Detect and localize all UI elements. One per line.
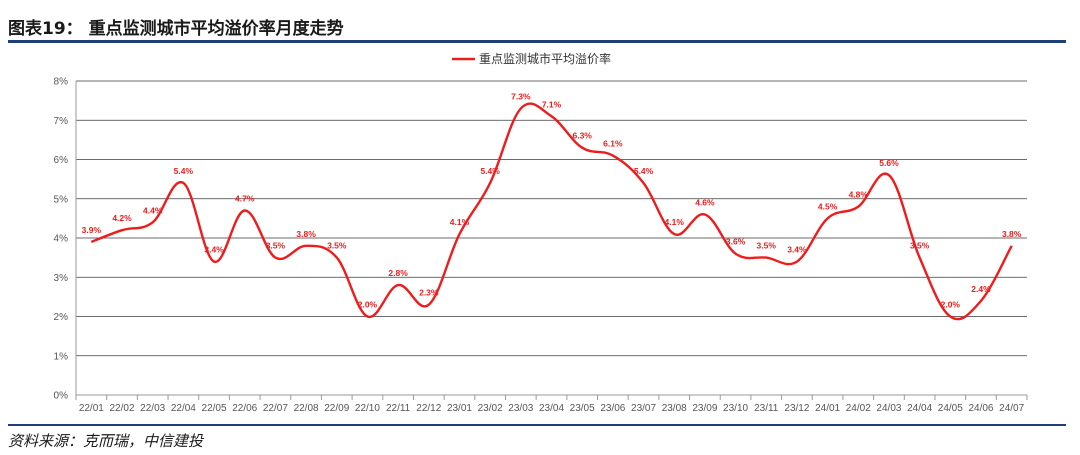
data-label: 3.9% — [82, 225, 102, 235]
y-tick-label: 6% — [54, 155, 69, 166]
data-label: 4.7% — [235, 194, 255, 204]
x-tick-label: 22/12 — [416, 403, 441, 414]
x-tick-label: 23/05 — [570, 403, 595, 414]
data-label: 3.8% — [296, 229, 316, 239]
x-tick-label: 24/03 — [876, 403, 901, 414]
y-tick-label: 5% — [54, 194, 69, 205]
series-layer — [90, 102, 1013, 321]
source-rule — [8, 424, 1066, 426]
y-tick-label: 0% — [54, 391, 69, 402]
data-label: 7.1% — [542, 99, 562, 109]
data-label: 3.5% — [266, 241, 286, 251]
x-tick-label: 23/09 — [692, 403, 717, 414]
data-label: 6.3% — [572, 131, 592, 141]
data-label: 4.5% — [818, 201, 838, 211]
legend: 重点监测城市平均溢价率 — [452, 51, 611, 66]
line-chart: 0%1%2%3%4%5%6%7%8% 22/01 22/02 22/03 22/04 2… — [54, 51, 1028, 414]
x-tick-label: 23/10 — [723, 403, 748, 414]
x-tick-label: 22/08 — [294, 403, 319, 414]
x-tick-label: 22/09 — [324, 403, 349, 414]
x-tick-label: 23/03 — [508, 403, 533, 414]
x-tick-label: 23/07 — [631, 403, 656, 414]
data-label: 3.6% — [726, 237, 746, 247]
x-tick-label: 24/06 — [968, 403, 993, 414]
x-tick-label: 24/01 — [815, 403, 840, 414]
data-label: 2.8% — [388, 268, 408, 278]
x-tick-label: 23/06 — [600, 403, 625, 414]
data-label: 5.6% — [879, 158, 899, 168]
x-tick-label: 22/06 — [232, 403, 257, 414]
legend-label: 重点监测城市平均溢价率 — [479, 51, 611, 66]
y-tick-label: 3% — [54, 273, 69, 284]
data-label: 5.4% — [634, 166, 654, 176]
x-tick-label: 23/08 — [662, 403, 687, 414]
data-label: 4.1% — [450, 217, 470, 227]
data-label: 2.3% — [419, 288, 439, 298]
x-tick-label: 24/04 — [907, 403, 932, 414]
data-label: 3.5% — [910, 241, 930, 251]
data-label: 7.3% — [511, 91, 531, 101]
x-tick-label: 22/11 — [386, 403, 411, 414]
x-tick-label: 24/07 — [999, 403, 1024, 414]
x-tick-label: 23/01 — [447, 403, 472, 414]
source-note: 资料来源：克而瑞，中信建投 — [8, 432, 204, 450]
data-label: 4.4% — [143, 205, 163, 215]
x-tick-label: 22/03 — [140, 403, 165, 414]
data-label: 3.5% — [327, 241, 347, 251]
gridlines — [76, 80, 1027, 396]
x-tick-label: 22/02 — [110, 403, 135, 414]
y-tick-label: 8% — [54, 77, 69, 88]
x-tick-label: 23/11 — [754, 403, 779, 414]
x-tick-label: 23/02 — [478, 403, 503, 414]
y-tick-label: 4% — [54, 234, 69, 245]
data-label: 4.6% — [695, 197, 715, 207]
title-rule — [8, 40, 1066, 43]
y-tick-label: 7% — [54, 116, 69, 127]
x-tick-label: 22/01 — [79, 403, 104, 414]
data-label: 2.0% — [941, 300, 961, 310]
x-tick-label: 22/10 — [355, 403, 380, 414]
data-label: 3.4% — [787, 245, 807, 255]
data-label: 6.1% — [603, 139, 623, 149]
y-tick-label: 2% — [54, 312, 69, 323]
x-tick-label: 24/02 — [846, 403, 871, 414]
x-tick-label: 22/04 — [171, 403, 196, 414]
y-tick-label: 1% — [54, 351, 69, 362]
figure-title: 图表19： 重点监测城市平均溢价率月度走势 — [8, 19, 344, 39]
data-label: 3.8% — [1002, 229, 1022, 239]
y-axis: 0% 1% 2% 3% 4% 5% 6% 7% 8% — [54, 77, 69, 402]
x-tick-label: 24/05 — [938, 403, 963, 414]
x-axis: 22/01 22/02 22/03 22/04 22/05 22/06 22/07 22/08… — [75, 81, 1028, 414]
series-line — [90, 102, 1013, 321]
x-tick-label: 23/12 — [784, 403, 809, 414]
data-label: 4.8% — [849, 190, 869, 200]
data-label: 4.1% — [665, 217, 685, 227]
data-labels: 3.9% 4.2% 4.4% 5.4% 3.4% 4.7% 3.5% 3.8% 3.5% 2.0%… — [82, 91, 1022, 309]
x-tick-label: 22/05 — [202, 403, 227, 414]
data-label: 3.5% — [757, 241, 777, 251]
data-label: 5.4% — [174, 166, 194, 176]
data-label: 2.0% — [358, 300, 378, 310]
data-label: 2.4% — [971, 284, 991, 294]
data-label: 5.4% — [480, 166, 500, 176]
data-label: 3.4% — [204, 245, 224, 255]
x-tick-label: 23/04 — [539, 403, 564, 414]
x-tick-label: 22/07 — [263, 403, 288, 414]
data-label: 4.2% — [112, 213, 132, 223]
